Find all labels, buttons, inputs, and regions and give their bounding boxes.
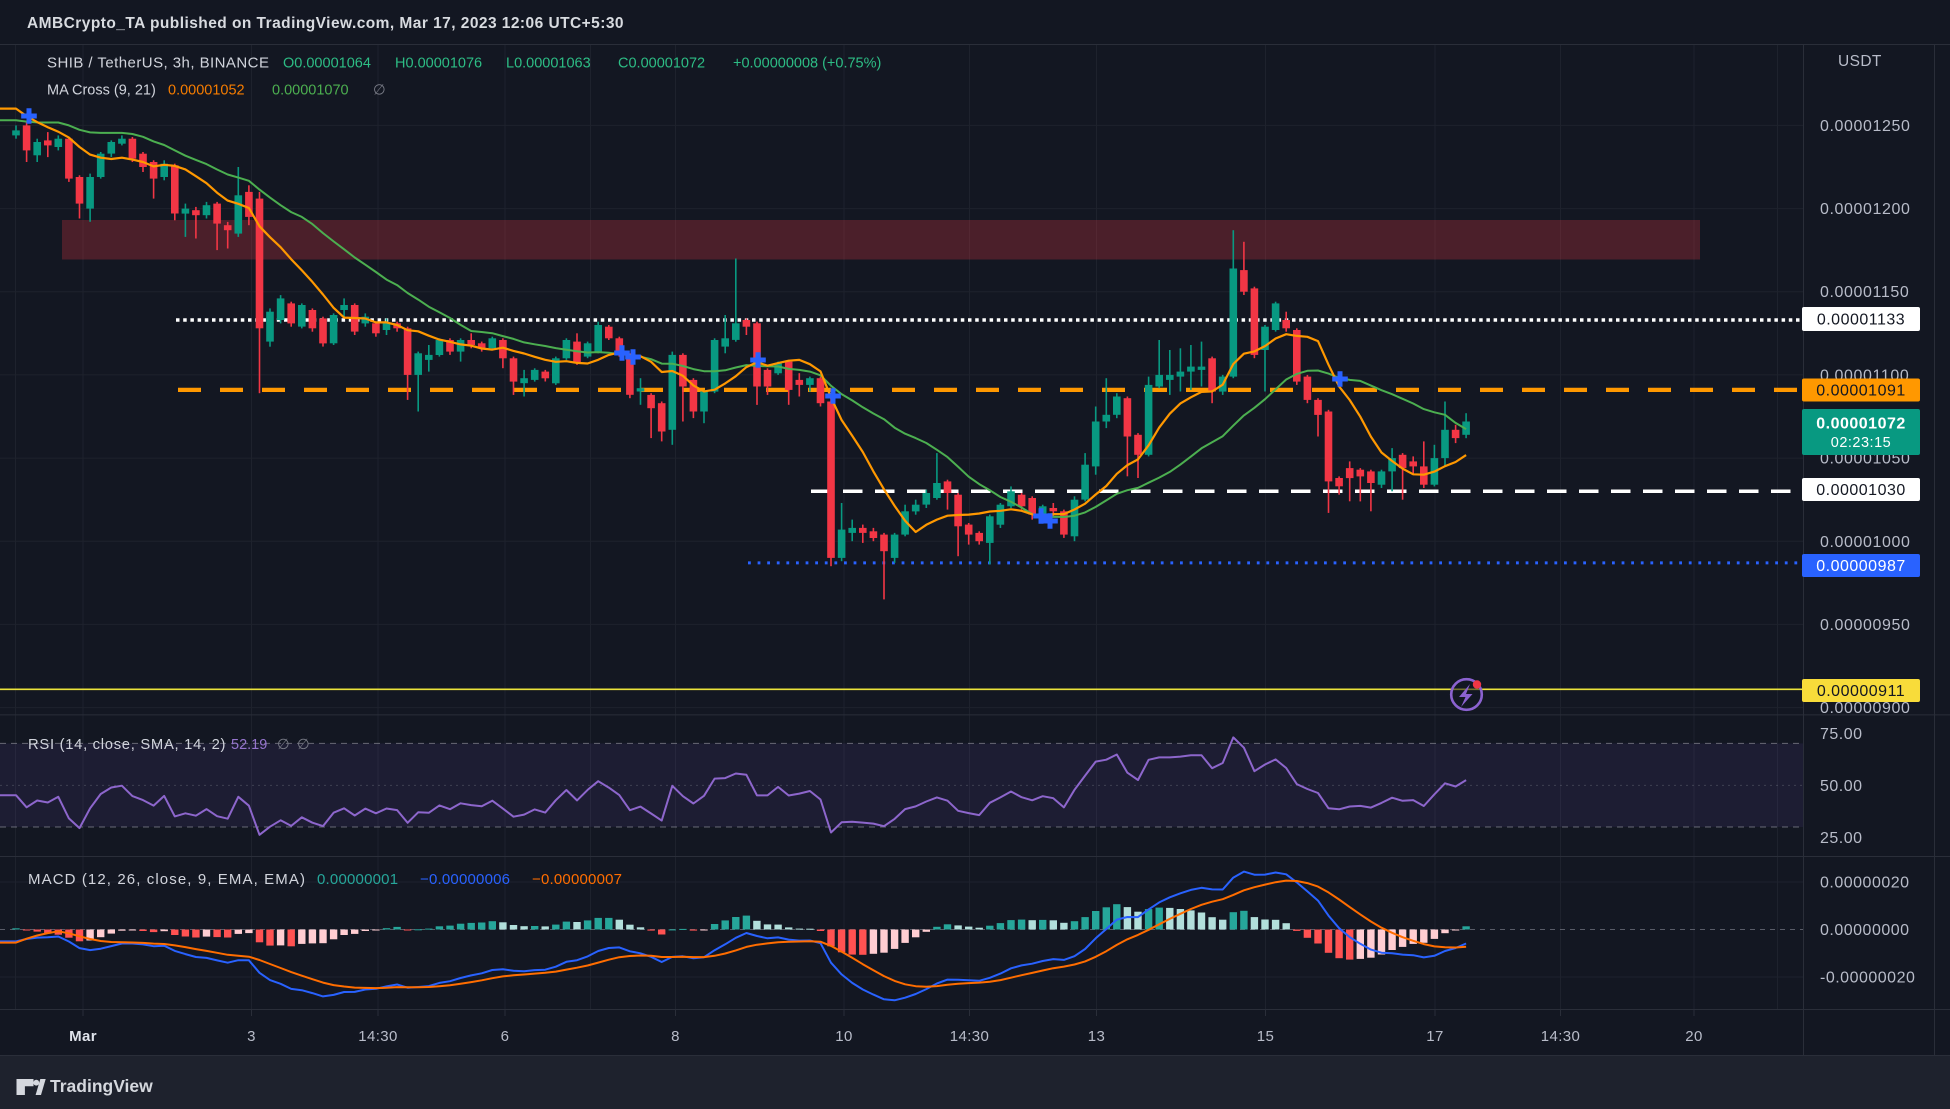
svg-text:50.00: 50.00 <box>1820 778 1863 795</box>
svg-text:0.00001150: 0.00001150 <box>1820 284 1909 301</box>
svg-text:0.00001030: 0.00001030 <box>1816 482 1906 499</box>
svg-text:TradingView: TradingView <box>50 1076 153 1096</box>
svg-text:0.00001250: 0.00001250 <box>1820 118 1911 135</box>
svg-text:0.00001133: 0.00001133 <box>1817 312 1905 329</box>
svg-text:0.00001070: 0.00001070 <box>272 83 349 99</box>
svg-text:MA Cross (9, 21): MA Cross (9, 21) <box>47 83 156 99</box>
svg-text:0.00000950: 0.00000950 <box>1820 617 1911 634</box>
svg-text:14:30: 14:30 <box>358 1028 398 1045</box>
svg-text:0.00000020: 0.00000020 <box>1820 875 1910 892</box>
svg-text:13: 13 <box>1088 1028 1106 1045</box>
svg-text:Mar: Mar <box>69 1028 97 1045</box>
svg-text:O0.00001064: O0.00001064 <box>283 56 371 72</box>
svg-text:AMBCrypto_TA published on Trad: AMBCrypto_TA published on TradingView.co… <box>27 15 624 32</box>
svg-text:∅: ∅ <box>277 737 290 753</box>
svg-text:∅: ∅ <box>297 737 310 753</box>
svg-text:75.00: 75.00 <box>1820 726 1863 743</box>
svg-text:0.00001072: 0.00001072 <box>1816 416 1906 433</box>
svg-text:USDT: USDT <box>1838 53 1882 70</box>
svg-text:-0.00000020: -0.00000020 <box>1820 970 1915 987</box>
svg-text:0.00001091: 0.00001091 <box>1816 383 1906 400</box>
svg-text:15: 15 <box>1257 1028 1275 1045</box>
svg-text:−0.00000006: −0.00000006 <box>420 871 510 888</box>
svg-text:0.00000001: 0.00000001 <box>317 871 398 888</box>
svg-text:6: 6 <box>501 1028 510 1045</box>
svg-text:RSI (14, close, SMA, 14, 2): RSI (14, close, SMA, 14, 2) <box>28 737 226 753</box>
svg-text:8: 8 <box>671 1028 680 1045</box>
svg-text:02:23:15: 02:23:15 <box>1831 435 1891 451</box>
svg-text:∅: ∅ <box>373 83 386 99</box>
svg-text:0.00001200: 0.00001200 <box>1820 201 1911 218</box>
svg-text:SHIB / TetherUS, 3h, BINANCE: SHIB / TetherUS, 3h, BINANCE <box>47 55 269 72</box>
svg-text:L0.00001063: L0.00001063 <box>506 56 591 72</box>
svg-text:0.00001052: 0.00001052 <box>168 83 245 99</box>
svg-text:17: 17 <box>1426 1028 1444 1045</box>
svg-text:−0.00000007: −0.00000007 <box>532 871 622 888</box>
svg-text:C0.00001072: C0.00001072 <box>618 56 705 72</box>
svg-text:25.00: 25.00 <box>1820 830 1863 847</box>
svg-text:H0.00001076: H0.00001076 <box>395 56 482 72</box>
svg-text:52.19: 52.19 <box>231 737 267 753</box>
svg-text:0.00000911: 0.00000911 <box>1817 683 1905 700</box>
svg-text:10: 10 <box>835 1028 853 1045</box>
svg-text:14:30: 14:30 <box>950 1028 990 1045</box>
svg-text:14:30: 14:30 <box>1541 1028 1581 1045</box>
svg-text:0.00001000: 0.00001000 <box>1820 534 1911 551</box>
svg-text:3: 3 <box>247 1028 256 1045</box>
svg-text:20: 20 <box>1685 1028 1703 1045</box>
svg-text:+0.00000008 (+0.75%): +0.00000008 (+0.75%) <box>733 56 881 72</box>
svg-text:MACD (12, 26, close, 9, EMA, E: MACD (12, 26, close, 9, EMA, EMA) <box>28 871 306 888</box>
svg-text:0.00000000: 0.00000000 <box>1820 922 1910 939</box>
svg-text:0.00000900: 0.00000900 <box>1820 700 1911 717</box>
svg-text:0.00000987: 0.00000987 <box>1816 558 1906 575</box>
